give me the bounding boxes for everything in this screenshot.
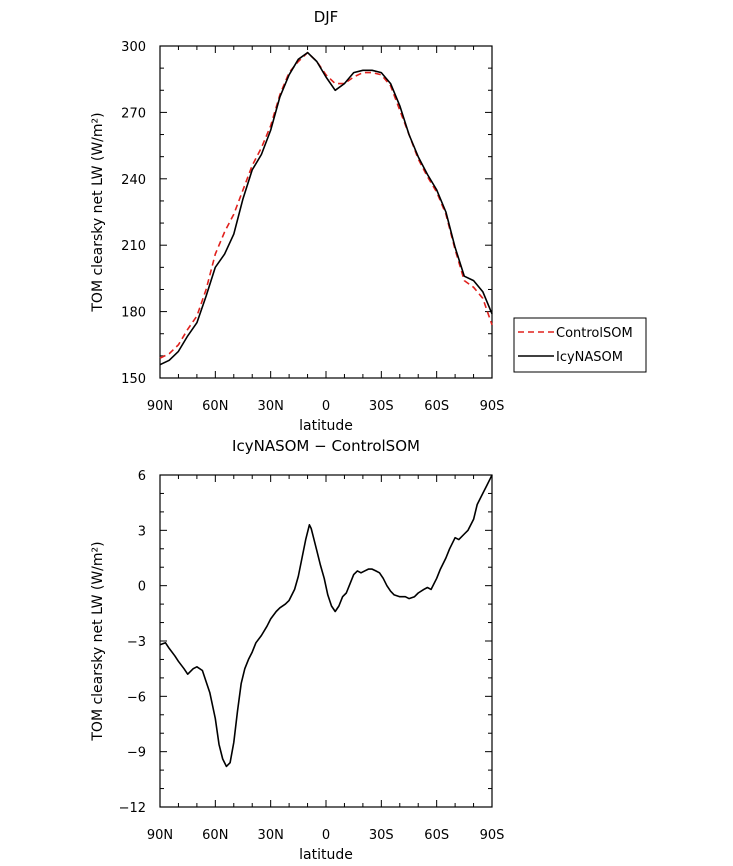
- bottom-x-tick-label: 30N: [258, 828, 284, 843]
- top-x-tick-label: 90N: [147, 399, 173, 414]
- bottom-chart-title: IcyNASOM − ControlSOM: [232, 437, 420, 455]
- bottom-x-tick-label: 90N: [147, 828, 173, 843]
- top-x-tick-label: 30N: [258, 399, 284, 414]
- bottom-y-axis-label: TOM clearsky net LW (W/m²): [90, 541, 106, 741]
- bottom-x-tick-label: 60S: [424, 828, 449, 843]
- top-y-axis-label: TOM clearsky net LW (W/m²): [90, 112, 106, 312]
- controlsom-line: [159, 51, 493, 359]
- icynasom-line: [159, 51, 493, 366]
- bottom-x-tick-label: 0: [322, 828, 330, 843]
- top-chart-title: DJF: [314, 8, 339, 26]
- top-series-lines: [159, 51, 493, 366]
- legend: ControlSOM IcyNASOM: [513, 317, 647, 373]
- top-plot-frame: [159, 45, 493, 379]
- bottom-series-lines: [159, 474, 493, 768]
- bottom-plot-frame: [159, 474, 493, 808]
- top-y-tick-labels: 150 180 210 240 270 300: [121, 40, 146, 387]
- top-x-tick-label: 30S: [369, 399, 394, 414]
- bottom-y-tick-label: −9: [127, 746, 146, 761]
- top-x-tick-label: 60N: [202, 399, 228, 414]
- bottom-y-tick-label: −12: [119, 801, 146, 816]
- legend-label-controlsom: ControlSOM: [556, 326, 633, 341]
- bottom-panel: IcyNASOM − ControlSOM 90N 60N 30N 0 30S …: [90, 437, 504, 863]
- top-x-tick-label: 90S: [480, 399, 505, 414]
- bottom-y-tick-label: 0: [138, 580, 146, 595]
- legend-label-icynasom: IcyNASOM: [556, 350, 623, 365]
- top-y-tick-label: 150: [121, 372, 146, 387]
- top-x-axis-label: latitude: [299, 418, 353, 434]
- bottom-y-tick-label: 3: [138, 524, 146, 539]
- top-y-tick-label: 180: [121, 306, 146, 321]
- top-x-tick-label: 60S: [424, 399, 449, 414]
- difference-line: [159, 474, 493, 768]
- bottom-y-tick-label: −6: [127, 690, 146, 705]
- bottom-y-tick-label: 6: [138, 469, 146, 484]
- bottom-x-tick-label: 90S: [480, 828, 505, 843]
- bottom-y-tick-labels: −12 −9 −6 −3 0 3 6: [119, 469, 146, 816]
- bottom-y-tick-label: −3: [127, 635, 146, 650]
- top-x-tick-label: 0: [322, 399, 330, 414]
- top-x-tick-labels: 90N 60N 30N 0 30S 60S 90S: [147, 399, 505, 414]
- top-y-tick-label: 270: [121, 106, 146, 121]
- top-y-tick-label: 300: [121, 40, 146, 55]
- bottom-x-tick-label: 30S: [369, 828, 394, 843]
- bottom-axis-ticks: [159, 474, 493, 808]
- top-y-tick-label: 210: [121, 239, 146, 254]
- legend-box: [513, 317, 647, 373]
- top-y-tick-label: 240: [121, 173, 146, 188]
- bottom-x-tick-label: 60N: [202, 828, 228, 843]
- bottom-x-tick-labels: 90N 60N 30N 0 30S 60S 90S: [147, 828, 505, 843]
- top-panel: DJF 90N 60N 30N 0 30S 60S 90S 150 180 21…: [90, 8, 647, 434]
- top-axis-ticks: [159, 45, 493, 379]
- bottom-x-axis-label: latitude: [299, 847, 353, 863]
